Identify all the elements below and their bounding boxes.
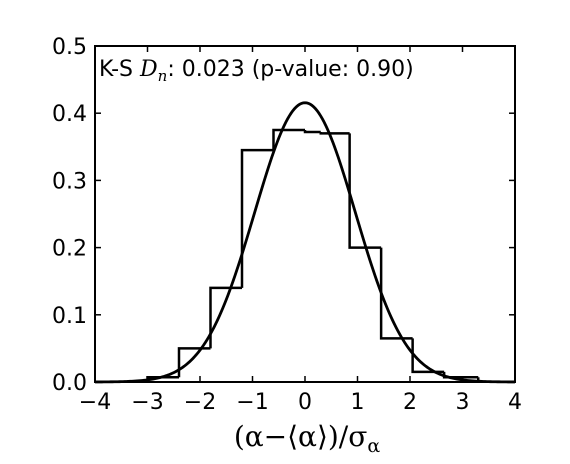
histogram-bin	[348, 133, 382, 249]
x-tick-label: 2	[403, 390, 417, 415]
y-tick-label: 0.5	[52, 35, 87, 60]
x-tick-label: 4	[508, 390, 522, 415]
plot-series	[95, 101, 515, 384]
histogram-bin	[442, 371, 479, 379]
histogram-bin	[379, 247, 413, 340]
y-tick-label: 0.4	[52, 102, 87, 127]
x-axis-label: (α−⟨α⟩)/σα	[234, 420, 381, 457]
y-tick-label: 0.2	[52, 237, 87, 262]
histogram-bin	[177, 347, 211, 378]
x-axis-label-main: (α−⟨α⟩)/σ	[234, 420, 368, 453]
x-tick-label: 1	[351, 390, 365, 415]
histogram-bin	[240, 148, 274, 288]
ks-stat-symbol: D	[139, 57, 158, 82]
histogram-bin	[319, 132, 350, 135]
plot-frame	[94, 45, 516, 383]
ks-annotation: K-S Dn: 0.023 (p-value: 0.90)	[99, 57, 414, 85]
histogram-bin	[272, 128, 305, 151]
ks-stat-subscript: n	[158, 67, 168, 85]
x-axis-label-subscript: α	[367, 435, 380, 457]
x-tick-label: −4	[79, 390, 111, 415]
x-tick-label: 3	[456, 390, 470, 415]
x-tick-label: −1	[236, 390, 268, 415]
x-tick-label: −2	[184, 390, 216, 415]
ks-value-text: : 0.023 (p-value: 0.90)	[167, 57, 413, 82]
y-tick-label: 0.0	[52, 371, 87, 396]
axes-ticks	[94, 45, 516, 383]
tick-labels: −4 −3 −2 −1 0 1 2 3 4 0.0 0.1 0.2 0.3 0.4 0.5	[52, 35, 522, 415]
y-tick-label: 0.3	[52, 169, 87, 194]
y-tick-label: 0.1	[52, 304, 87, 329]
histogram-bin	[303, 130, 321, 134]
x-tick-label: −3	[131, 390, 163, 415]
ks-label: K-S	[99, 57, 140, 82]
x-tick-label: 0	[298, 390, 312, 415]
normal-fit-curve	[95, 101, 515, 384]
